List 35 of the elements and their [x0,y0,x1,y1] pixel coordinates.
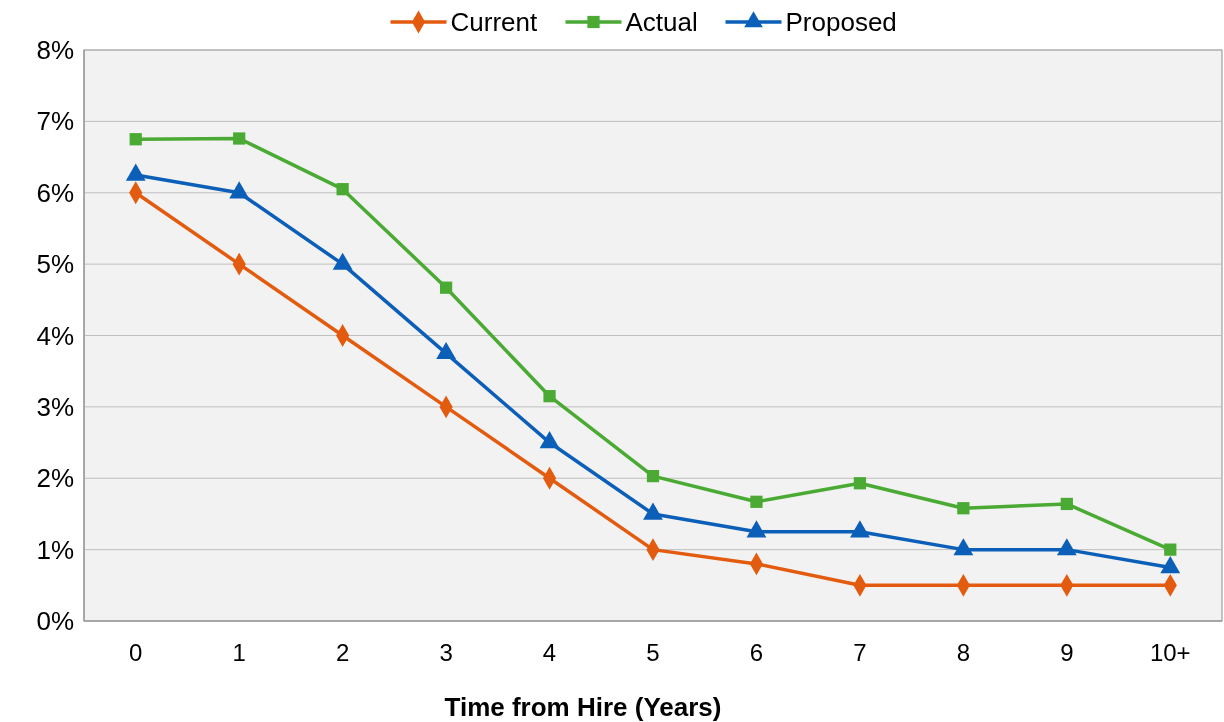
y-tick-label: 2% [36,463,74,494]
x-tick-label: 10+ [1149,639,1191,666]
x-axis-title: Time from Hire (Years) [444,692,722,722]
legend-label: Actual [625,7,698,38]
point [646,469,660,483]
y-tick-label: 3% [36,391,74,422]
x-tick-label: 8 [956,639,971,666]
point [957,502,970,515]
point [129,133,142,146]
x-tick-label: 9 [1060,639,1074,666]
x-tick-label: 4 [542,639,557,666]
point [439,281,453,294]
x-tick-label: 1 [232,639,246,666]
x-tick-label: 5 [646,639,660,666]
legend-label: Proposed [785,7,897,38]
y-tick-label: 5% [36,249,74,280]
point [543,390,556,403]
y-tick-label: 8% [36,35,74,66]
point [1164,543,1177,556]
point [750,495,763,508]
x-tick-label: 3 [439,639,453,666]
x-tick-label: 0 [129,639,143,666]
y-tick-label: 0% [36,606,74,637]
point [336,183,349,196]
legend-label: Current [450,7,538,38]
point [233,132,246,145]
x-tick-label: 7 [853,639,867,666]
y-tick-label: 1% [36,534,74,565]
y-tick-label: 6% [36,177,74,208]
point [1060,497,1073,511]
x-tick-label: 2 [335,639,350,666]
point [853,477,867,490]
y-tick-label: 7% [36,106,74,137]
y-tick-label: 4% [36,320,74,351]
x-tick-label: 6 [749,639,764,666]
